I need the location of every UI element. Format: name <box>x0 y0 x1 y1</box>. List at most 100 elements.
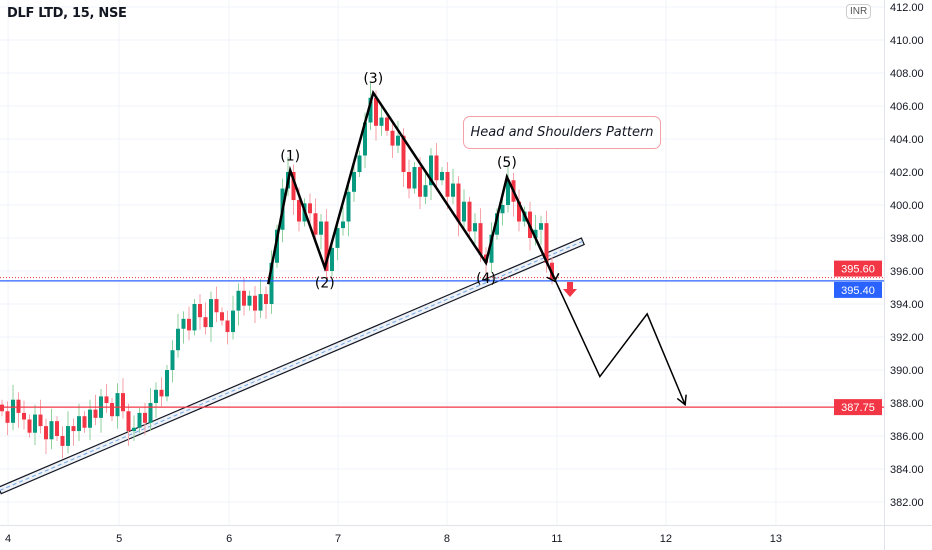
candle <box>203 302 208 335</box>
candle <box>423 170 428 205</box>
pattern-annotation[interactable]: Head and Shoulders Pattern <box>463 116 661 149</box>
candle <box>236 283 241 326</box>
candle-body <box>379 117 384 126</box>
candle <box>27 414 32 438</box>
candle-body <box>192 304 197 331</box>
candle <box>33 404 37 446</box>
candle-body <box>49 421 54 440</box>
candle-body <box>11 399 15 423</box>
candle-body <box>374 97 378 126</box>
x-tick-label: 4 <box>5 533 11 545</box>
x-tick-label: 5 <box>116 533 122 545</box>
candle <box>0 399 4 417</box>
candle-body <box>308 203 312 214</box>
candle-body <box>154 389 158 403</box>
pattern-point-label: (3) <box>363 71 383 87</box>
y-tick-label: 412.00 <box>890 2 924 14</box>
candle <box>49 408 54 450</box>
y-tick-label: 400.00 <box>890 200 924 212</box>
candle <box>126 403 131 446</box>
price-label-bg <box>834 399 882 416</box>
candle-body <box>27 419 32 433</box>
candle-body <box>187 318 191 331</box>
y-tick-label: 404.00 <box>890 134 924 146</box>
candle-body <box>0 404 4 412</box>
candle <box>264 286 268 319</box>
y-tick-label: 394.00 <box>890 299 924 311</box>
candle-body <box>313 213 318 235</box>
candle-body <box>390 130 395 146</box>
candle <box>187 306 191 341</box>
candle-body <box>38 414 43 427</box>
candle-body <box>330 247 334 271</box>
candle-body <box>462 201 466 222</box>
candle-body <box>324 221 329 271</box>
candle-body <box>55 421 59 436</box>
candle-body <box>225 320 230 333</box>
candle-body <box>346 191 351 222</box>
candle <box>159 377 164 407</box>
candle <box>104 384 109 413</box>
candle-body <box>297 200 301 222</box>
y-tick-label: 388.00 <box>890 398 924 410</box>
candle <box>434 143 439 191</box>
candle <box>60 426 65 459</box>
candle <box>445 162 450 210</box>
candle <box>99 388 103 433</box>
x-tick-label: 12 <box>660 533 672 545</box>
candle-body <box>544 223 549 263</box>
candle <box>38 399 43 434</box>
candle-body <box>148 403 153 423</box>
candle <box>110 398 114 422</box>
candle <box>308 193 312 226</box>
candle-body <box>319 221 323 235</box>
price-label-bg <box>834 260 882 277</box>
y-tick-label: 402.00 <box>890 167 924 179</box>
y-tick-label: 398.00 <box>890 233 924 245</box>
candle-body <box>429 155 433 186</box>
candle-body <box>506 180 510 205</box>
candle-body <box>60 436 65 446</box>
y-tick-label: 406.00 <box>890 101 924 113</box>
trendline-center <box>0 240 583 491</box>
candle-body <box>214 299 219 313</box>
candle <box>143 403 147 436</box>
candle <box>77 403 81 441</box>
candle <box>121 378 125 419</box>
candle-body <box>418 167 422 197</box>
currency-button[interactable]: INR <box>846 4 872 19</box>
candle <box>330 242 334 276</box>
candle-body <box>242 290 246 306</box>
candle <box>176 313 180 358</box>
candle <box>220 307 224 326</box>
candle <box>231 295 235 340</box>
candle-body <box>434 155 439 181</box>
pattern-point-label: (1) <box>280 148 300 164</box>
pattern-point-label: (5) <box>497 155 517 171</box>
candle-body <box>137 412 142 428</box>
candle-body <box>291 172 296 201</box>
candle <box>539 215 543 245</box>
candle <box>451 168 455 205</box>
candle <box>209 291 213 342</box>
symbol-title: DLF LTD, 15, NSE <box>7 6 127 21</box>
candle <box>357 150 362 177</box>
candle <box>396 120 400 154</box>
candle-body <box>104 396 109 403</box>
x-tick-label: 7 <box>335 533 341 545</box>
projection-path <box>554 278 686 405</box>
x-tick-label: 6 <box>226 533 232 545</box>
candle <box>418 157 422 210</box>
candle <box>313 198 318 243</box>
candle-body <box>495 213 499 235</box>
candle-body <box>489 234 494 263</box>
candle <box>55 416 59 441</box>
candle-body <box>500 205 505 214</box>
candle-body <box>258 294 263 311</box>
candle-body <box>396 135 400 146</box>
candle <box>88 399 92 441</box>
y-tick-label: 396.00 <box>890 266 924 278</box>
candle-body <box>264 294 268 304</box>
candle-body <box>66 426 70 446</box>
